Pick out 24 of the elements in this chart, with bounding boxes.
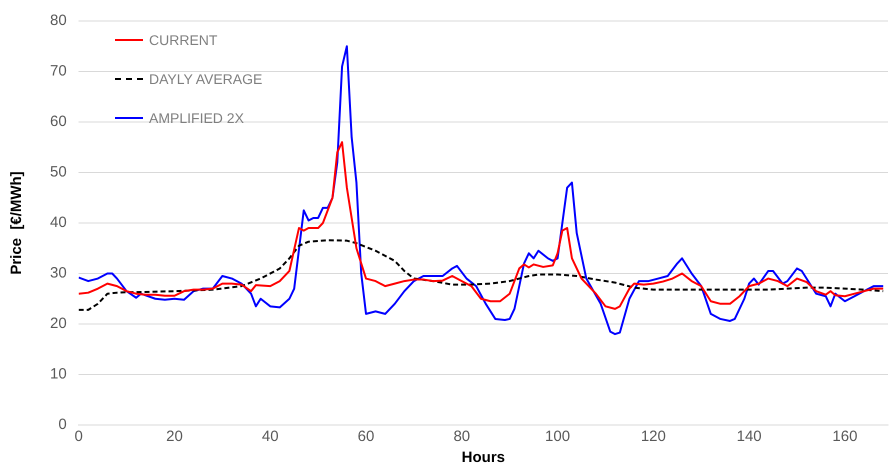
- legend-label: DAYLY AVERAGE: [149, 71, 262, 87]
- x-tick-label: 100: [545, 428, 570, 446]
- x-tick-label: 140: [736, 428, 762, 446]
- x-axis-title: Hours: [462, 449, 506, 466]
- x-tick-label: 40: [262, 428, 279, 446]
- y-tick-label: 70: [50, 62, 67, 80]
- line-series: [78, 239, 884, 311]
- legend-label: AMPLIFIED 2X: [149, 110, 244, 126]
- y-tick-label: 10: [50, 366, 67, 383]
- y-tick-label: 40: [50, 214, 67, 232]
- y-axis-title: Price [€/MWh]: [8, 171, 26, 275]
- x-tick-label: 160: [832, 428, 858, 446]
- y-tick-label: 50: [50, 164, 67, 181]
- x-tick-label: 60: [358, 428, 374, 446]
- x-tick-label: 80: [453, 428, 470, 446]
- x-tick-label: 0: [74, 428, 83, 446]
- y-tick-label: 20: [50, 315, 67, 332]
- legend-label: CURRENT: [149, 32, 218, 48]
- x-tick-label: 120: [640, 428, 666, 446]
- y-tick-label: 60: [50, 113, 67, 130]
- y-tick-label: 80: [50, 12, 67, 30]
- y-tick-label: 30: [50, 264, 67, 282]
- x-tick-label: 20: [166, 428, 183, 446]
- y-tick-label: 0: [58, 416, 67, 434]
